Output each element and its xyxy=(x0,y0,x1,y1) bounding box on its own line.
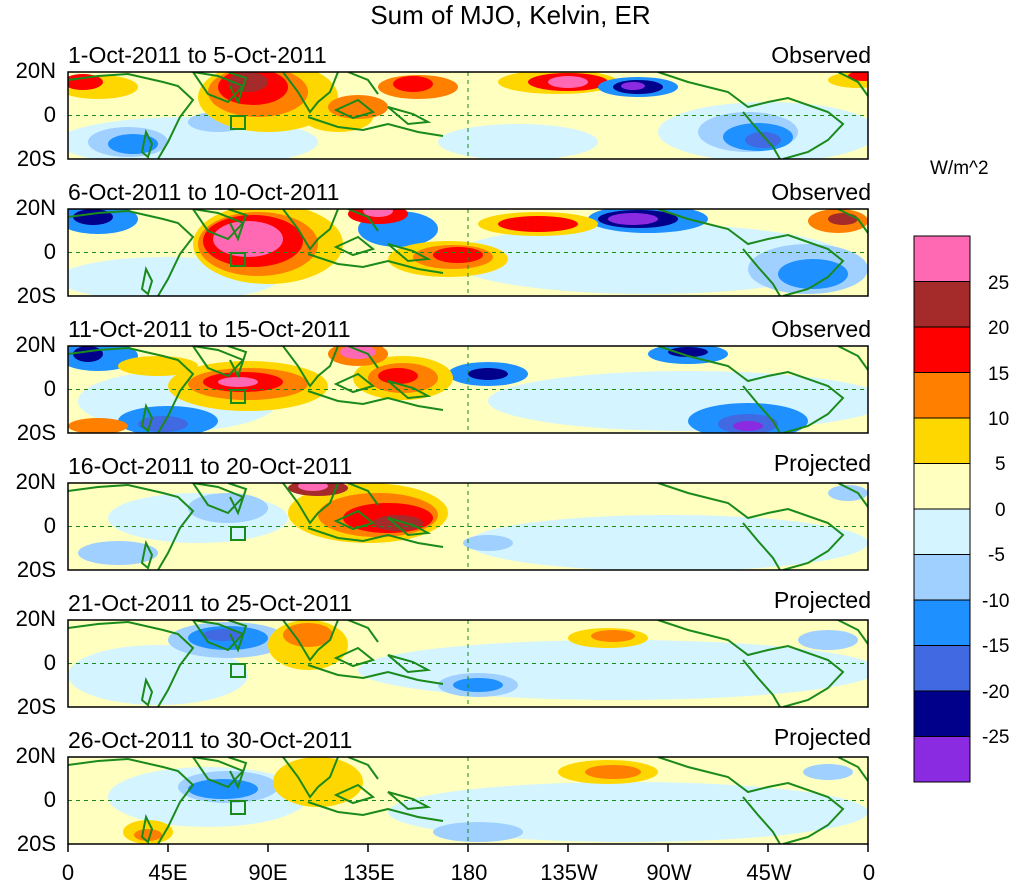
lat-label-20n: 20N xyxy=(15,469,56,494)
lat-label-eq: 0 xyxy=(43,376,56,401)
colorbar-tick: 5 xyxy=(995,454,1006,475)
lat-label-eq: 0 xyxy=(43,513,56,538)
lon-label-135w: 135W xyxy=(540,860,598,885)
panel-2-status: Observed xyxy=(771,179,871,205)
panel-6-date: 26-Oct-2011 to 30-Oct-2011 xyxy=(68,727,353,753)
lat-label-20s: 20S xyxy=(16,557,56,582)
panel-5-map xyxy=(68,620,868,707)
colorbar-tick: -5 xyxy=(988,545,1005,566)
lon-label-90w: 90W xyxy=(646,860,692,885)
colorbar-swatch xyxy=(913,645,971,692)
colorbar-swatch xyxy=(913,599,971,646)
panel-5-status: Projected xyxy=(773,587,871,613)
colorbar-tick: -20 xyxy=(982,682,1010,703)
lat-label-20n: 20N xyxy=(15,743,56,768)
colorbar-swatch xyxy=(913,235,971,282)
lon-label-0: 0 xyxy=(61,860,75,885)
colorbar-swatch xyxy=(913,281,971,328)
panel-1-map xyxy=(68,72,868,159)
colorbar xyxy=(913,235,971,783)
panel-4-map xyxy=(68,483,868,570)
colorbar-swatch xyxy=(913,736,971,783)
panel-4-status: Projected xyxy=(773,450,871,476)
colorbar-swatch xyxy=(913,372,971,419)
lat-label-20s: 20S xyxy=(16,831,56,856)
panel-6-map xyxy=(68,757,868,844)
x-axis-ticks xyxy=(67,844,869,852)
lat-label-20n: 20N xyxy=(15,332,56,357)
colorbar-swatch xyxy=(913,463,971,510)
colorbar-tick: 25 xyxy=(988,273,1010,294)
lon-label-90e: 90E xyxy=(248,860,288,885)
colorbar-tick: 0 xyxy=(995,500,1006,521)
colorbar-tick: -10 xyxy=(982,591,1010,612)
lat-label-20n: 20N xyxy=(15,58,56,83)
panel-3-date: 11-Oct-2011 to 15-Oct-2011 xyxy=(68,316,351,342)
lon-label-180: 180 xyxy=(450,860,488,885)
colorbar-unit: W/m^2 xyxy=(930,158,989,179)
lat-label-eq: 0 xyxy=(43,650,56,675)
colorbar-swatch xyxy=(913,417,971,464)
colorbar-swatch xyxy=(913,326,971,373)
lon-label-45w: 45W xyxy=(746,860,792,885)
lat-label-eq: 0 xyxy=(43,102,56,127)
panel-3-map xyxy=(68,346,868,433)
panel-4-date: 16-Oct-2011 to 20-Oct-2011 xyxy=(68,453,353,479)
lat-label-20s: 20S xyxy=(16,420,56,445)
panel-2-date: 6-Oct-2011 to 10-Oct-2011 xyxy=(68,179,340,205)
colorbar-tick: 20 xyxy=(988,318,1010,339)
lat-label-20s: 20S xyxy=(16,283,56,308)
lat-label-20s: 20S xyxy=(16,146,56,171)
colorbar-tick: -25 xyxy=(982,727,1010,748)
colorbar-swatch xyxy=(913,554,971,601)
lon-label-135e: 135E xyxy=(343,860,395,885)
panel-6-status: Projected xyxy=(773,724,871,750)
panel-5-date: 21-Oct-2011 to 25-Oct-2011 xyxy=(68,590,353,616)
lat-label-eq: 0 xyxy=(43,787,56,812)
colorbar-swatch xyxy=(913,690,971,737)
panel-1-status: Observed xyxy=(771,42,871,68)
lon-label-0-east: 0 xyxy=(862,860,876,885)
lat-label-20n: 20N xyxy=(15,606,56,631)
panel-2-map xyxy=(68,209,868,296)
lat-label-20n: 20N xyxy=(15,195,56,220)
figure-title: Sum of MJO, Kelvin, ER xyxy=(370,0,651,30)
lat-label-20s: 20S xyxy=(16,694,56,719)
lat-label-eq: 0 xyxy=(43,239,56,264)
colorbar-tick: 10 xyxy=(988,409,1010,430)
panel-1-date: 1-Oct-2011 to 5-Oct-2011 xyxy=(68,42,327,68)
lon-label-45e: 45E xyxy=(148,860,188,885)
colorbar-tick: -15 xyxy=(982,636,1010,657)
panel-3-status: Observed xyxy=(771,316,871,342)
colorbar-tick: 15 xyxy=(988,364,1010,385)
colorbar-swatch xyxy=(913,508,971,555)
